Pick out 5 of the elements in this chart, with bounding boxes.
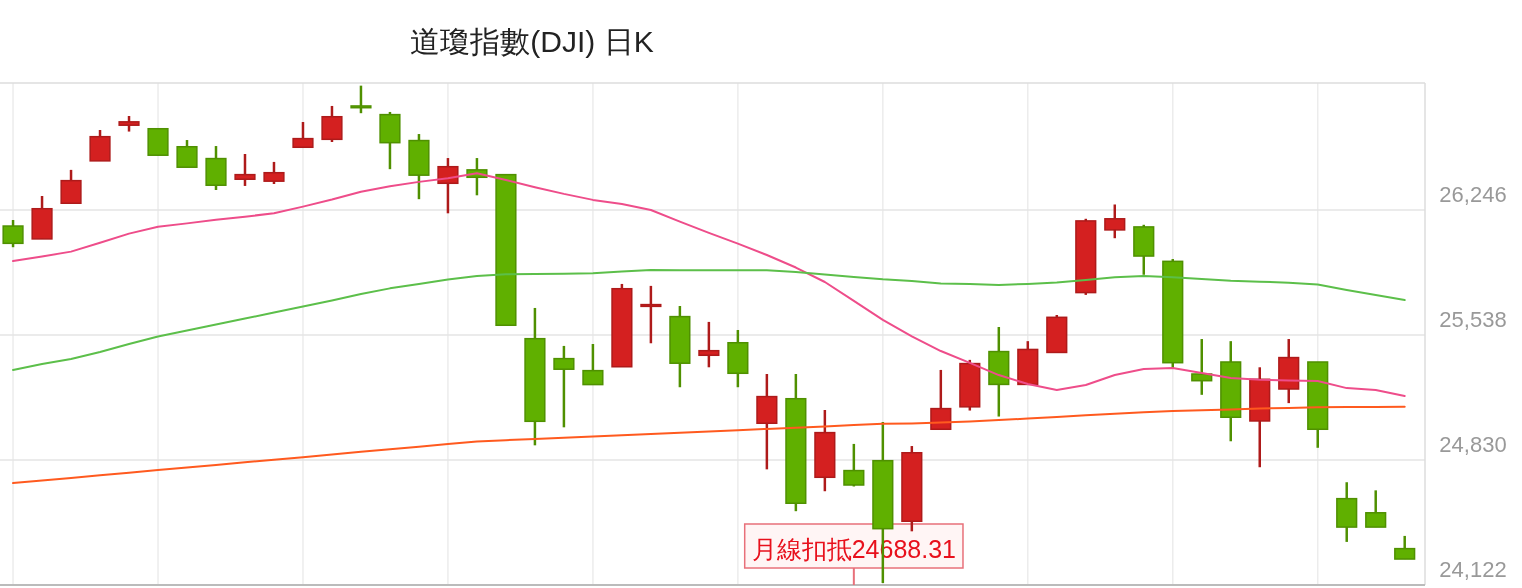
y-tick-label: 24,122 <box>1439 557 1507 582</box>
y-tick-label: 25,538 <box>1439 306 1507 332</box>
chart-title: 道瓊指數(DJI) 日K <box>410 25 654 58</box>
y-tick-label: 26,246 <box>1439 181 1507 207</box>
y-tick-label: 24,830 <box>1439 431 1507 457</box>
